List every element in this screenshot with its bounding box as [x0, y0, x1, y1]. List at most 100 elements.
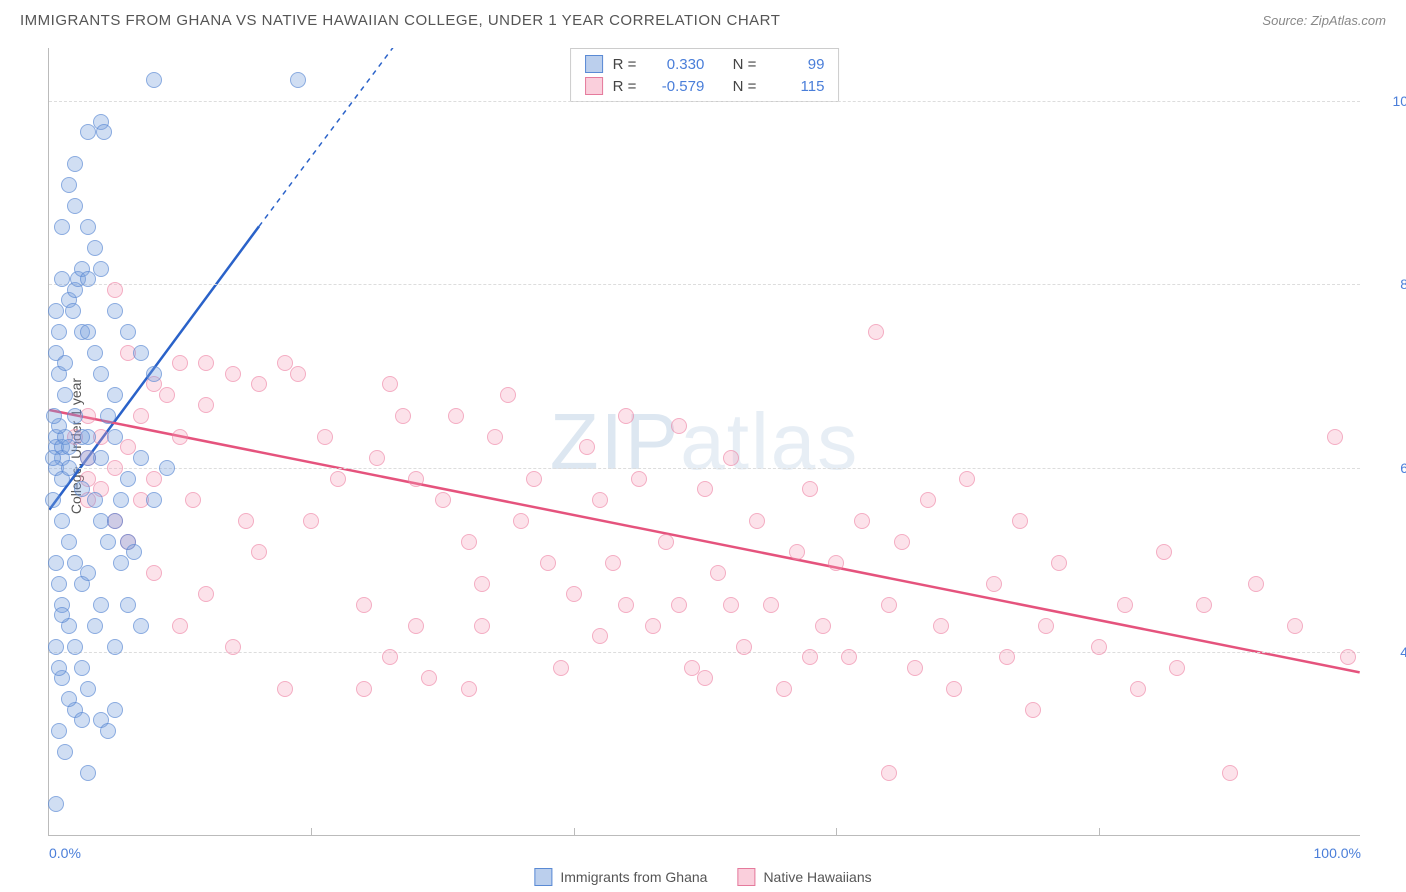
- grid-tick-v: [836, 828, 837, 836]
- data-point: [1248, 576, 1264, 592]
- data-point: [113, 492, 129, 508]
- data-point: [1025, 702, 1041, 718]
- data-point: [80, 450, 96, 466]
- data-point: [631, 471, 647, 487]
- data-point: [100, 723, 116, 739]
- data-point: [356, 681, 372, 697]
- data-point: [763, 597, 779, 613]
- swatch-blue-icon: [585, 55, 603, 73]
- y-tick-label: 82.5%: [1370, 276, 1406, 292]
- r-value: -0.579: [646, 78, 704, 95]
- series-legend: Immigrants from Ghana Native Hawaiians: [534, 868, 871, 886]
- data-point: [1327, 429, 1343, 445]
- r-label: R =: [613, 78, 637, 95]
- data-point: [80, 565, 96, 581]
- data-point: [435, 492, 451, 508]
- data-point: [959, 471, 975, 487]
- chart-header: IMMIGRANTS FROM GHANA VS NATIVE HAWAIIAN…: [0, 0, 1406, 40]
- grid-line-h: [49, 101, 1360, 102]
- data-point: [113, 555, 129, 571]
- source-citation: Source: ZipAtlas.com: [1262, 13, 1386, 28]
- grid-line-h: [49, 652, 1360, 653]
- data-point: [225, 639, 241, 655]
- data-point: [854, 513, 870, 529]
- y-tick-label: 65.0%: [1370, 460, 1406, 476]
- data-point: [448, 408, 464, 424]
- data-point: [146, 492, 162, 508]
- data-point: [382, 376, 398, 392]
- data-point: [65, 303, 81, 319]
- data-point: [933, 618, 949, 634]
- data-point: [54, 607, 70, 623]
- legend-label: Immigrants from Ghana: [560, 869, 707, 885]
- data-point: [198, 397, 214, 413]
- data-point: [487, 429, 503, 445]
- grid-line-h: [49, 284, 1360, 285]
- data-point: [776, 681, 792, 697]
- data-point: [146, 471, 162, 487]
- data-point: [126, 544, 142, 560]
- data-point: [645, 618, 661, 634]
- data-point: [120, 471, 136, 487]
- data-point: [1287, 618, 1303, 634]
- n-label: N =: [733, 78, 757, 95]
- data-point: [526, 471, 542, 487]
- data-point: [67, 639, 83, 655]
- data-point: [500, 387, 516, 403]
- data-point: [198, 355, 214, 371]
- data-point: [51, 324, 67, 340]
- data-point: [1169, 660, 1185, 676]
- data-point: [723, 450, 739, 466]
- data-point: [881, 765, 897, 781]
- data-point: [946, 681, 962, 697]
- grid-line-h: [49, 468, 1360, 469]
- stats-row-ghana: R = 0.330 N = 99: [585, 53, 825, 75]
- swatch-blue-icon: [534, 868, 552, 886]
- data-point: [74, 481, 90, 497]
- data-point: [1196, 597, 1212, 613]
- data-point: [107, 282, 123, 298]
- data-point: [395, 408, 411, 424]
- trend-line: [49, 410, 1359, 672]
- data-point: [172, 355, 188, 371]
- data-point: [107, 702, 123, 718]
- data-point: [80, 124, 96, 140]
- stats-row-hawaiian: R = -0.579 N = 115: [585, 75, 825, 97]
- data-point: [540, 555, 556, 571]
- data-point: [93, 597, 109, 613]
- data-point: [907, 660, 923, 676]
- grid-tick-v: [1099, 828, 1100, 836]
- data-point: [461, 681, 477, 697]
- data-point: [658, 534, 674, 550]
- data-point: [356, 597, 372, 613]
- data-point: [697, 670, 713, 686]
- data-point: [172, 429, 188, 445]
- data-point: [986, 576, 1002, 592]
- data-point: [474, 618, 490, 634]
- data-point: [225, 366, 241, 382]
- source-value: ZipAtlas.com: [1311, 13, 1386, 28]
- data-point: [802, 649, 818, 665]
- data-point: [474, 576, 490, 592]
- data-point: [251, 544, 267, 560]
- data-point: [61, 177, 77, 193]
- data-point: [51, 576, 67, 592]
- data-point: [1156, 544, 1172, 560]
- trend-line-extrapolated: [259, 48, 416, 226]
- data-point: [48, 796, 64, 812]
- data-point: [159, 460, 175, 476]
- data-point: [592, 492, 608, 508]
- data-point: [1038, 618, 1054, 634]
- r-value: 0.330: [646, 56, 704, 73]
- data-point: [80, 219, 96, 235]
- data-point: [277, 681, 293, 697]
- data-point: [290, 72, 306, 88]
- scatter-plot-area: ZIPatlas R = 0.330 N = 99 R = -0.579 N =…: [48, 48, 1360, 836]
- data-point: [57, 744, 73, 760]
- legend-item-hawaiian: Native Hawaiians: [737, 868, 871, 886]
- data-point: [120, 324, 136, 340]
- data-point: [48, 639, 64, 655]
- data-point: [1012, 513, 1028, 529]
- data-point: [67, 408, 83, 424]
- data-point: [1340, 649, 1356, 665]
